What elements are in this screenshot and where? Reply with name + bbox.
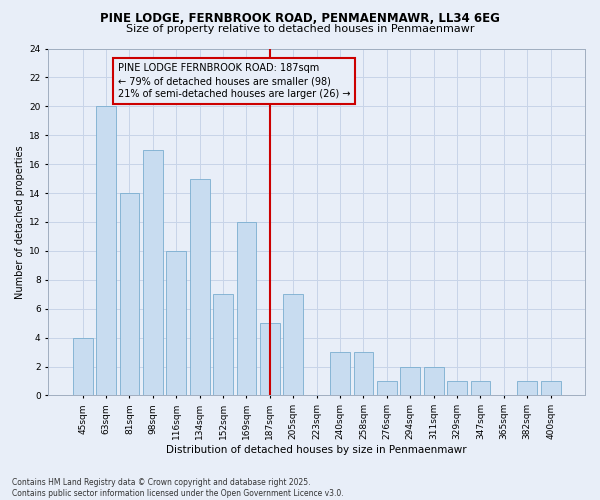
Bar: [424, 366, 443, 396]
Text: Size of property relative to detached houses in Penmaenmawr: Size of property relative to detached ho…: [126, 24, 474, 34]
Bar: [190, 178, 209, 396]
Bar: [143, 150, 163, 396]
Bar: [353, 352, 373, 396]
Bar: [541, 381, 560, 396]
Y-axis label: Number of detached properties: Number of detached properties: [15, 145, 25, 299]
Bar: [283, 294, 303, 396]
Bar: [470, 381, 490, 396]
Text: PINE LODGE, FERNBROOK ROAD, PENMAENMAWR, LL34 6EG: PINE LODGE, FERNBROOK ROAD, PENMAENMAWR,…: [100, 12, 500, 26]
Bar: [377, 381, 397, 396]
Bar: [330, 352, 350, 396]
Bar: [236, 222, 256, 396]
Bar: [213, 294, 233, 396]
X-axis label: Distribution of detached houses by size in Penmaenmawr: Distribution of detached houses by size …: [166, 445, 467, 455]
Bar: [119, 193, 139, 396]
Bar: [73, 338, 92, 396]
Bar: [517, 381, 537, 396]
Bar: [260, 323, 280, 396]
Bar: [166, 251, 186, 396]
Bar: [400, 366, 420, 396]
Text: PINE LODGE FERNBROOK ROAD: 187sqm
← 79% of detached houses are smaller (98)
21% : PINE LODGE FERNBROOK ROAD: 187sqm ← 79% …: [118, 63, 350, 100]
Text: Contains HM Land Registry data © Crown copyright and database right 2025.
Contai: Contains HM Land Registry data © Crown c…: [12, 478, 344, 498]
Bar: [96, 106, 116, 396]
Bar: [447, 381, 467, 396]
